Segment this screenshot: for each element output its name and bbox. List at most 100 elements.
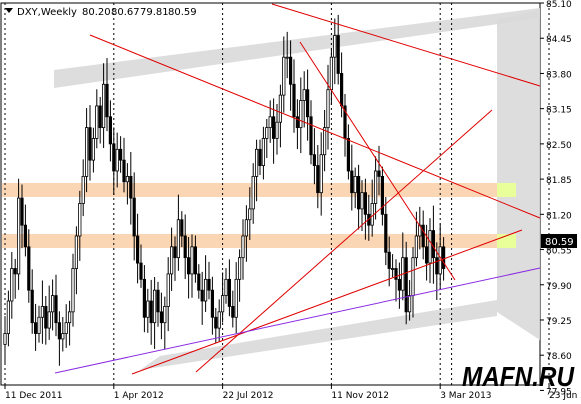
candle-body — [271, 116, 276, 139]
time-tick-label: 23 Jun 2013 — [549, 391, 581, 401]
header-close: 80.59 — [168, 7, 197, 18]
time-tick-label: 22 Jul 2012 — [223, 391, 274, 401]
candle-body — [316, 165, 320, 194]
candle-body — [282, 56, 286, 96]
candle-body — [329, 56, 334, 91]
candle-body — [224, 278, 228, 296]
candle-body — [421, 224, 425, 248]
price-tick-label: 81.20 — [546, 211, 572, 221]
candle-body — [377, 170, 381, 177]
candle-body — [57, 322, 62, 340]
shadow-right-block — [497, 10, 540, 340]
candle-body — [98, 105, 102, 129]
candle-body — [142, 278, 146, 318]
candle-body — [78, 203, 82, 237]
price-tick-label: 84.45 — [546, 35, 572, 45]
candle-body — [200, 289, 204, 302]
candle-body — [152, 289, 157, 324]
header-open: 80.20 — [82, 7, 111, 18]
trendline-top-descending — [271, 3, 541, 87]
candle-body — [350, 170, 354, 194]
price-tick-label: 81.85 — [546, 176, 572, 186]
candle-body — [51, 295, 55, 313]
trendlines — [89, 3, 541, 375]
candle-body — [203, 278, 208, 302]
candle-body — [407, 295, 412, 313]
header-arrow-icon — [5, 8, 13, 13]
candle-body — [61, 333, 65, 340]
candle-body — [394, 268, 398, 280]
candle-body — [23, 224, 28, 248]
candle-body — [254, 148, 259, 177]
support-band-lower — [2, 234, 516, 248]
candle-body — [102, 83, 106, 129]
header-high: 80.67 — [111, 7, 140, 18]
channel-support-line — [54, 267, 541, 374]
time-tick-label: 11 Dec 2011 — [5, 391, 63, 401]
price-tick-label: 85.10 — [546, 0, 572, 10]
candle-body — [265, 127, 269, 139]
price-tick-label: 78.60 — [546, 352, 572, 362]
candle-body — [125, 175, 129, 183]
candle-body — [197, 273, 201, 291]
candle-body — [346, 138, 351, 172]
candle-body — [305, 89, 310, 118]
candle-body — [54, 295, 58, 324]
candle-body — [404, 257, 408, 313]
header-low: 79.81 — [140, 7, 169, 18]
candle-body — [129, 175, 133, 199]
candle-body — [47, 311, 51, 329]
candle-body — [169, 246, 174, 275]
shadow-upper-band — [54, 8, 540, 88]
candle-body — [339, 73, 344, 107]
candle-body — [119, 148, 123, 161]
candle-body — [74, 235, 78, 269]
candle-body — [68, 311, 72, 324]
candle-body — [387, 251, 391, 269]
candlestick-series — [3, 14, 446, 366]
candle-body — [115, 148, 119, 172]
candle-body — [319, 154, 323, 194]
candle-body — [258, 148, 262, 166]
candle-body — [20, 197, 24, 226]
candle-body — [380, 175, 385, 215]
time-tick-label: 1 Apr 2012 — [114, 391, 164, 401]
resistance-band-upper — [2, 183, 516, 197]
candle-body — [156, 289, 160, 313]
candle-body — [241, 235, 245, 259]
resistance-band-upper-green — [497, 183, 516, 197]
candle-body — [411, 257, 415, 296]
candle-body — [373, 170, 378, 204]
candle-body — [248, 208, 252, 221]
watermark: MAFN.RU — [462, 361, 575, 392]
candle-body — [163, 306, 167, 324]
candle-body — [85, 127, 89, 177]
candle-body — [149, 300, 153, 324]
shadow-lower-band — [140, 300, 497, 370]
candle-body — [10, 268, 14, 302]
candle-body — [227, 278, 231, 307]
candle-body — [360, 192, 364, 210]
candle-body — [30, 289, 34, 324]
header-symbol: DXY,Weekly — [17, 7, 77, 18]
candle-body — [278, 94, 283, 123]
trendline-ascending-steep — [195, 109, 493, 373]
trendline-steep-descending — [299, 41, 456, 281]
candle-body — [390, 268, 395, 270]
trendline-long-descending — [89, 34, 541, 219]
candle-body — [183, 235, 187, 259]
candle-body — [322, 127, 327, 156]
candle-body — [309, 116, 313, 156]
candle-body — [207, 278, 211, 291]
candle-body — [105, 83, 109, 118]
time-tick-label: 11 Nov 2012 — [331, 391, 389, 401]
candle-body — [214, 316, 218, 329]
price-tick-label: 83.15 — [546, 106, 572, 116]
price-tick-label: 79.90 — [546, 282, 572, 292]
candle-body — [431, 230, 436, 259]
candle-body — [71, 268, 75, 313]
candle-body — [81, 175, 85, 204]
candle-body — [302, 89, 306, 101]
candle-body — [261, 138, 266, 166]
